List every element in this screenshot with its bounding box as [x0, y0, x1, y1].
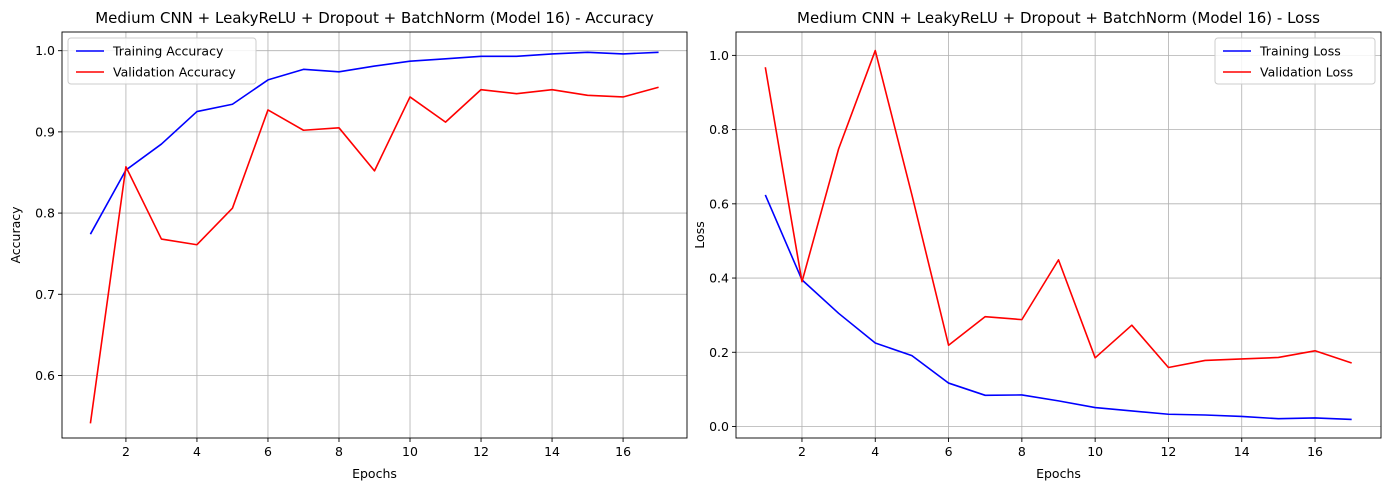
x-tick-label: 8 [1018, 444, 1026, 459]
accuracy-chart: 2 4 6 8 10 12 14 16 0.6 0.7 0.8 0.9 1.0 Medium CNN + … [0, 0, 695, 490]
x-tick-label: 10 [1087, 444, 1103, 459]
y-tick-label: 0.9 [35, 124, 55, 139]
y-tick-label: 0.7 [35, 287, 55, 302]
x-tick-label: 8 [335, 444, 343, 459]
legend-label: Validation Accuracy [113, 65, 236, 80]
loss-chart: 2 4 6 8 10 12 14 16 0.0 0.2 0.4 0.6 0.8 1.0 Medium CNN… [692, 0, 1389, 490]
y-axis-label: Loss [694, 221, 707, 248]
chart-title: Medium CNN + LeakyReLU + Dropout + Batch… [797, 9, 1320, 27]
legend: Training Accuracy Validation Accuracy [67, 37, 257, 85]
x-tick-label: 6 [945, 444, 953, 459]
legend-box [1214, 37, 1376, 85]
accuracy-chart-svg: 2 4 6 8 10 12 14 16 0.6 0.7 0.8 0.9 1.0 Medium CNN + … [8, 9, 688, 481]
x-tick-label: 2 [798, 444, 806, 459]
x-tick-label: 16 [615, 444, 631, 459]
y-tick-label: 0.0 [709, 419, 729, 434]
x-tick-label: 16 [1307, 444, 1323, 459]
y-tick-label: 0.6 [35, 368, 55, 383]
grid-lines [736, 32, 1381, 438]
chart-title: Medium CNN + LeakyReLU + Dropout + Batch… [95, 9, 654, 27]
legend-label: Training Accuracy [112, 44, 224, 59]
series-line-2 [89, 86, 659, 424]
y-tick-label: 0.8 [35, 206, 55, 221]
x-tick-label: 10 [402, 444, 418, 459]
legend-label: Validation Loss [1260, 65, 1353, 80]
x-axis-label: Epochs [352, 466, 397, 481]
y-tick-label: 1.0 [709, 48, 729, 63]
legend: Training Loss Validation Loss [1214, 37, 1376, 85]
legend-label: Training Loss [1259, 44, 1341, 59]
y-tick-label: 0.4 [709, 271, 729, 286]
x-tick-label: 12 [1160, 444, 1176, 459]
x-tick-label: 2 [122, 444, 130, 459]
x-tick-label: 12 [473, 444, 489, 459]
y-tick-label: 0.6 [709, 196, 729, 211]
x-tick-label: 6 [264, 444, 272, 459]
x-tick-label: 4 [871, 444, 879, 459]
legend-box [67, 37, 257, 85]
plot-frame [61, 31, 688, 439]
x-tick-label: 14 [544, 444, 560, 459]
y-tick-label: 1.0 [35, 43, 55, 58]
loss-chart-svg: 2 4 6 8 10 12 14 16 0.0 0.2 0.4 0.6 0.8 1.0 Medium CNN… [692, 9, 1382, 481]
series-line-1 [764, 194, 1352, 421]
x-axis-label: Epochs [1036, 466, 1081, 481]
x-tick-label: 14 [1234, 444, 1250, 459]
x-tick-label: 4 [193, 444, 201, 459]
y-tick-label: 0.8 [709, 122, 729, 137]
series-line-1 [89, 51, 659, 235]
series-line-2 [764, 49, 1352, 369]
grid-lines [62, 32, 687, 438]
y-axis-label: Accuracy [8, 206, 23, 264]
y-tick-label: 0.2 [709, 345, 729, 360]
plot-frame [735, 31, 1382, 439]
